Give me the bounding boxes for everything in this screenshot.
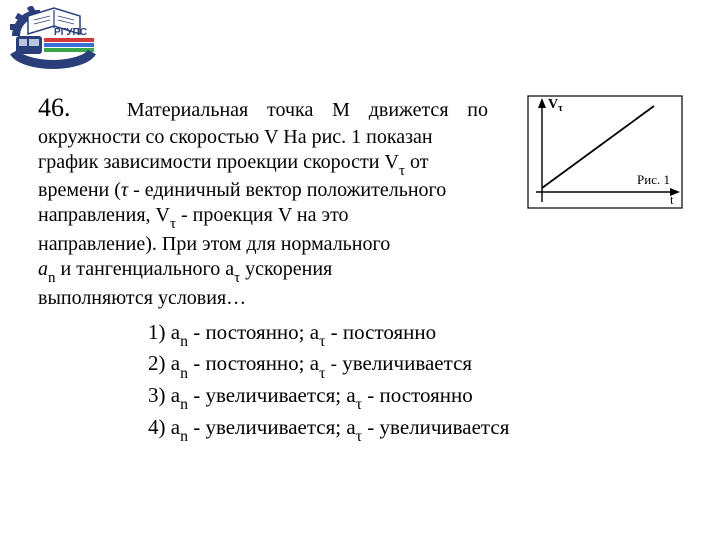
answer-1: 1) an - постоянно; aτ - постоянно xyxy=(148,319,688,351)
an-a: a xyxy=(38,258,48,280)
line3b: от xyxy=(405,151,428,173)
answer-4: 4) an - увеличивается; aτ - увеличиваетс… xyxy=(148,414,688,446)
line3a: график зависимости проекции скорости V xyxy=(38,151,399,173)
figure-1: Vτ t Рис. 1 xyxy=(516,92,688,222)
vec-tau: τ xyxy=(121,179,128,201)
problem-text: 46. Материальная точка М движется по окр… xyxy=(38,92,488,311)
line2: окружности со скоростью V На рис. 1 пока… xyxy=(38,125,488,150)
line8: выполняются условия… xyxy=(38,286,488,311)
line5a: направления, V xyxy=(38,204,170,226)
sub-tau-2: τ xyxy=(170,216,176,232)
sub-tau-3: τ xyxy=(234,270,240,286)
answer-2: 2) an - постоянно; aτ - увеличивается xyxy=(148,350,688,382)
line6: направление). При этом для нормального xyxy=(38,232,488,257)
line5b: - проекция V на это xyxy=(176,204,349,226)
line4a: времени ( xyxy=(38,179,121,201)
answer-3: 3) an - увеличивается; aτ - постоянно xyxy=(148,382,688,414)
university-logo: РГУПС xyxy=(10,6,96,70)
figure-xlabel: t xyxy=(670,192,674,207)
line7c: ускорения xyxy=(240,258,332,280)
line1: Материальная точка М движется по xyxy=(127,99,488,121)
answer-options: 1) an - постоянно; aτ - постоянно 2) an … xyxy=(148,319,688,446)
figure-caption: Рис. 1 xyxy=(637,172,670,188)
line7b: и тангенциального a xyxy=(56,258,235,280)
line4b: - единичный вектор положительного xyxy=(133,179,446,201)
sub-n: n xyxy=(48,270,56,286)
sub-tau-1: τ xyxy=(399,163,405,179)
content-area: Vτ t Рис. 1 46. Материальная точка М дви… xyxy=(38,92,688,445)
logo-label: РГУПС xyxy=(54,27,87,38)
problem-number: 46. xyxy=(38,93,71,122)
